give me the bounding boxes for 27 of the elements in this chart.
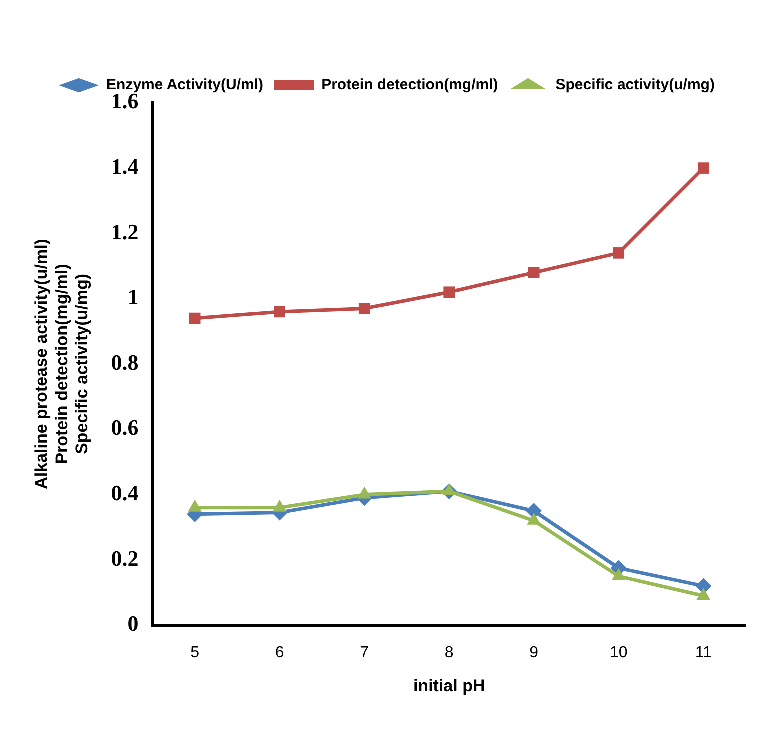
x-axis-title: initial pH [413,676,486,696]
x-tick-label: 6 [275,644,284,662]
legend-label: Protein detection(mg/ml) [322,76,498,94]
x-tick-label: 5 [190,644,200,662]
y-tick-label: 0.8 [111,350,139,375]
y-tick-label: 1.4 [111,154,139,179]
y-tick-label: 0.4 [111,480,139,506]
y-tick-label: 0 [128,611,139,636]
point [444,286,456,298]
point [613,248,625,259]
y-tick-label: 0.2 [111,546,139,571]
point [274,306,286,318]
y-tick-label: 1.2 [111,219,139,244]
x-tick-label: 7 [360,644,370,662]
y-axis-title: Alkaline protease activity(u/ml) Protein detection(mg/ml) Specific activity(u/mg) [32,239,92,490]
legend-label: Specific activity(u/mg) [556,76,715,94]
x-tick-label: 9 [530,644,539,662]
point [189,312,201,324]
x-tick-label: 8 [444,644,454,662]
x-tick-label: 11 [695,644,712,662]
point [696,588,711,600]
y-tick-label: 1 [128,284,139,310]
y-tick-label: 0.6 [111,415,139,440]
x-tick-label: 10 [610,644,628,662]
point [698,162,710,174]
point [528,267,540,278]
point [358,303,370,314]
